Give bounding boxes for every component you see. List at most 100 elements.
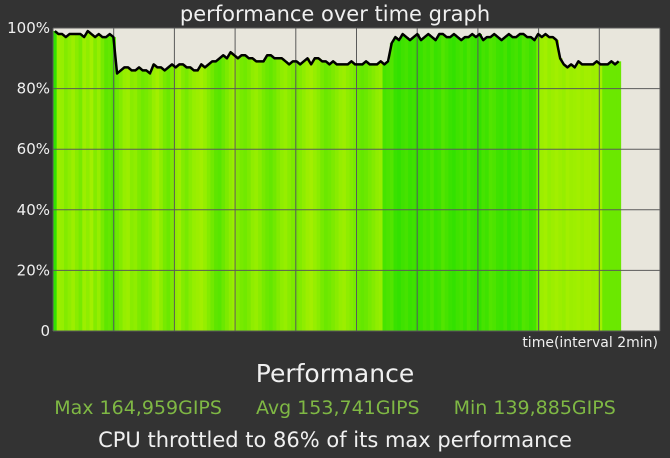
performance-bar [67, 34, 72, 332]
performance-bar [115, 73, 120, 331]
performance-bar [276, 58, 281, 332]
performance-bar [320, 61, 325, 331]
performance-bar [616, 61, 622, 331]
performance-bar [137, 67, 142, 331]
performance-bar [400, 34, 406, 332]
performance-bar [298, 64, 303, 332]
performance-bar [126, 67, 131, 331]
grid-lines [52, 27, 661, 332]
performance-bar [448, 37, 453, 332]
performance-bar [360, 64, 365, 332]
performance-bar [532, 40, 537, 332]
performance-bar [521, 34, 526, 332]
performance-bar [507, 34, 512, 332]
performance-bar [455, 37, 461, 332]
performance-bar [426, 34, 431, 332]
performance-bar [576, 61, 581, 331]
performance-bar [100, 37, 105, 332]
performance-bar [558, 58, 563, 332]
performance-bar [173, 67, 179, 331]
performance-bar [203, 67, 208, 331]
performance-bar [294, 61, 299, 331]
performance-bar [280, 58, 285, 332]
performance-bar [243, 55, 248, 332]
performance-bar [162, 70, 168, 332]
performance-bar [316, 58, 321, 332]
performance-bar [375, 64, 380, 332]
performance-bar [250, 58, 255, 332]
performance-bar [594, 61, 600, 331]
performance-bar [305, 58, 310, 332]
performance-bar [477, 34, 482, 332]
performance-bar [422, 37, 428, 332]
performance-bar [433, 40, 439, 332]
y-tick-label: 60% [17, 140, 50, 158]
performance-bar [89, 34, 94, 332]
performance-bar [159, 67, 164, 331]
performance-bar [210, 61, 215, 331]
chart-title: performance over time graph [179, 2, 491, 26]
performance-bar [269, 55, 274, 332]
performance-bar [583, 64, 589, 332]
performance-bar [397, 40, 402, 332]
performance-bar [474, 37, 479, 332]
performance-bar [258, 61, 263, 331]
performance-bar [166, 67, 171, 331]
performance-bar [63, 37, 69, 332]
performance-bar [441, 34, 446, 332]
performance-bar [364, 61, 369, 331]
performance-bar [53, 31, 58, 332]
performance-bar [378, 61, 384, 331]
performance-bar [291, 61, 296, 331]
performance-bar [525, 37, 530, 332]
performance-bar [389, 43, 395, 332]
performance-bar [287, 64, 292, 332]
performance-bar [93, 37, 98, 332]
performance-bar [107, 34, 113, 332]
performance-bar [437, 34, 442, 332]
performance-bar [572, 67, 578, 331]
performance-bar [561, 64, 567, 332]
performance-bar [452, 34, 457, 332]
performance-bar [543, 34, 548, 332]
performance-bar [550, 37, 556, 332]
performance-bar [367, 64, 373, 332]
performance-bars [53, 31, 622, 332]
performance-bar [518, 34, 523, 332]
performance-bar [239, 55, 244, 332]
performance-bar [591, 64, 596, 332]
performance-bar [323, 61, 329, 331]
performance-bar [265, 55, 270, 332]
y-tick-label: 0 [40, 322, 50, 340]
performance-bar [133, 70, 138, 332]
performance-bar [122, 67, 127, 331]
performance-bar [217, 58, 223, 332]
performance-bar [225, 58, 230, 332]
performance-bar [327, 64, 332, 332]
performance-bar [565, 67, 570, 331]
performance-bar [272, 58, 277, 332]
performance-bar [382, 64, 387, 332]
performance-bar [192, 70, 197, 332]
performance-bar [312, 58, 318, 332]
min-stat: Min 139,885GIPS [453, 397, 616, 419]
performance-bar [466, 37, 472, 332]
performance-bar [85, 31, 91, 332]
y-tick-label: 40% [17, 201, 50, 219]
performance-bar [587, 64, 592, 332]
performance-bar [247, 58, 252, 332]
y-axis-labels: 0 20% 40% 60% 80% 100% [7, 19, 50, 340]
y-tick-label: 100% [7, 19, 50, 37]
performance-bar [261, 61, 266, 331]
performance-bar [228, 52, 234, 332]
stats-row: Max 164,959GIPS Avg 153,741GIPS Min 139,… [0, 397, 670, 419]
performance-bar [393, 37, 398, 332]
performance-bar [334, 64, 340, 332]
performance-bar [609, 61, 614, 331]
performance-bar [356, 64, 362, 332]
performance-bar [188, 67, 193, 331]
performance-bar [301, 61, 307, 331]
performance-bar [411, 37, 417, 332]
performance-bar [547, 37, 552, 332]
performance-bar [569, 64, 574, 332]
